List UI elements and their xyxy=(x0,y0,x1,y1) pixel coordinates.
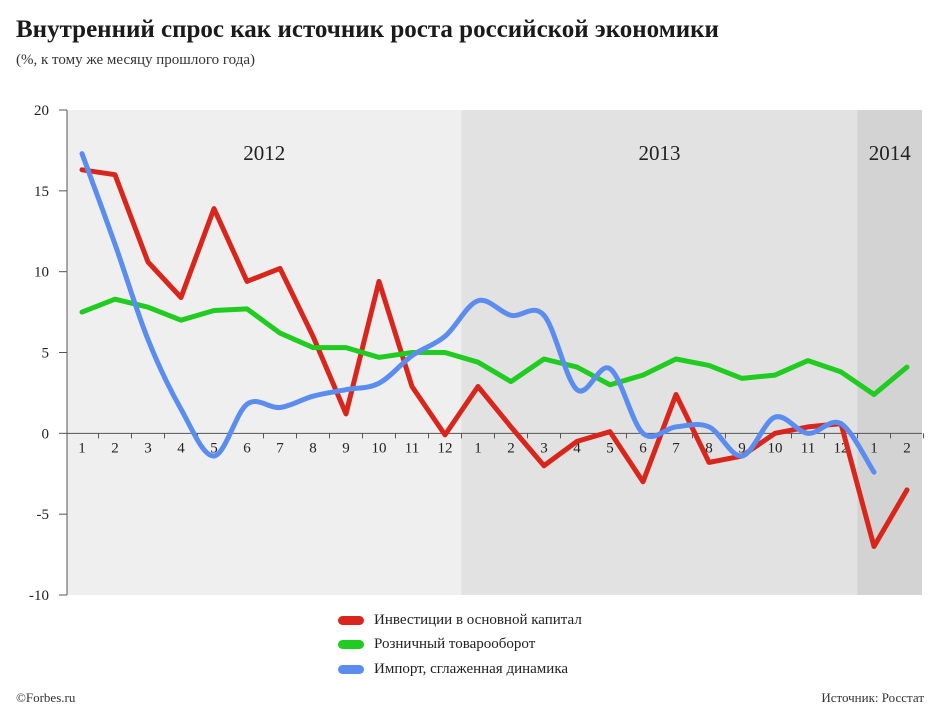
x-tick-label: 9 xyxy=(342,440,350,456)
credit-text: ©Forbes.ru xyxy=(16,690,76,705)
x-tick-label: 7 xyxy=(672,440,680,456)
x-tick-label: 2 xyxy=(111,440,119,456)
y-tick-label: -5 xyxy=(37,507,50,523)
x-tick-label: 1 xyxy=(870,440,878,456)
x-tick-label: 11 xyxy=(405,440,419,456)
year-label: 2013 xyxy=(639,141,681,165)
year-band-2014 xyxy=(857,110,922,595)
y-tick-label: 5 xyxy=(42,346,50,362)
legend-swatch-import xyxy=(338,664,364,674)
x-tick-label: 1 xyxy=(474,440,482,456)
x-tick-label: 5 xyxy=(606,440,614,456)
x-tick-label: 6 xyxy=(639,440,647,456)
x-tick-label: 3 xyxy=(540,440,548,456)
year-label: 2012 xyxy=(243,141,285,165)
x-tick-label: 2 xyxy=(903,440,911,456)
y-tick-label: 10 xyxy=(34,265,49,281)
x-tick-label: 6 xyxy=(243,440,251,456)
x-tick-label: 1 xyxy=(78,440,86,456)
legend-label-retail: Розничный товарооборот xyxy=(374,636,536,653)
legend-label-investment: Инвестиции в основной капитал xyxy=(374,611,582,628)
y-tick-label: -10 xyxy=(29,588,49,604)
legend-swatch-retail xyxy=(338,640,364,650)
x-tick-label: 7 xyxy=(276,440,284,456)
legend-item-retail: Розничный товарооборот xyxy=(338,633,582,658)
y-tick-label: 20 xyxy=(34,103,49,119)
chart-title: Внутренний спрос как источник роста росс… xyxy=(16,16,719,43)
x-tick-label: 5 xyxy=(210,440,218,456)
x-tick-label: 4 xyxy=(573,440,581,456)
chart-legend: Инвестиции в основной капитал Розничный … xyxy=(338,608,582,682)
year-band-2013 xyxy=(461,110,858,595)
series-line-retail xyxy=(79,296,910,397)
legend-label-import: Импорт, сглаженная динамика xyxy=(374,660,569,677)
x-tick-label: 9 xyxy=(738,440,746,456)
year-label: 2014 xyxy=(869,141,912,165)
x-tick-label: 8 xyxy=(705,440,713,456)
chart-subtitle: (%, к тому же месяцу прошлого года) xyxy=(16,52,255,68)
y-tick-label: 0 xyxy=(42,426,50,442)
x-tick-label: 10 xyxy=(768,440,783,456)
x-tick-label: 2 xyxy=(507,440,515,456)
x-tick-label: 10 xyxy=(372,440,387,456)
legend-item-investment: Инвестиции в основной капитал xyxy=(338,608,582,633)
legend-item-import: Импорт, сглаженная динамика xyxy=(338,657,582,682)
x-tick-label: 11 xyxy=(801,440,815,456)
legend-swatch-investment xyxy=(338,615,364,625)
x-tick-label: 12 xyxy=(438,440,453,456)
source-text: Источник: Росстат xyxy=(821,690,924,705)
series-line-investment xyxy=(79,167,910,549)
y-tick-label: 15 xyxy=(34,184,49,200)
x-tick-label: 3 xyxy=(144,440,152,456)
x-tick-label: 4 xyxy=(177,440,185,456)
x-tick-label: 8 xyxy=(309,440,317,456)
series-line-import xyxy=(79,151,877,475)
